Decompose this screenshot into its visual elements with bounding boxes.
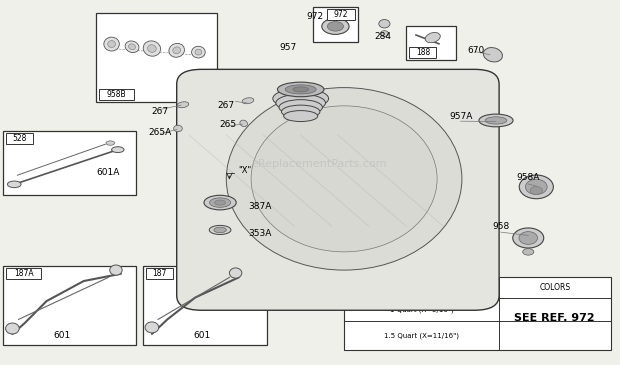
Bar bbox=[344, 277, 611, 350]
Text: 957A: 957A bbox=[449, 112, 472, 121]
Ellipse shape bbox=[273, 88, 329, 109]
Ellipse shape bbox=[108, 41, 115, 47]
Bar bbox=[143, 266, 267, 345]
Ellipse shape bbox=[125, 41, 139, 53]
Text: 1.5 Quart (X=11/16"): 1.5 Quart (X=11/16") bbox=[384, 333, 459, 339]
Ellipse shape bbox=[525, 179, 547, 195]
Ellipse shape bbox=[112, 147, 124, 153]
Text: TANK SIZE: TANK SIZE bbox=[402, 283, 441, 292]
Ellipse shape bbox=[278, 82, 324, 97]
Ellipse shape bbox=[251, 106, 437, 252]
Ellipse shape bbox=[479, 114, 513, 127]
Ellipse shape bbox=[381, 31, 388, 36]
Ellipse shape bbox=[523, 249, 534, 255]
Ellipse shape bbox=[145, 322, 159, 333]
Ellipse shape bbox=[284, 111, 318, 122]
Ellipse shape bbox=[281, 105, 320, 118]
Ellipse shape bbox=[242, 98, 254, 104]
Ellipse shape bbox=[215, 200, 226, 205]
Ellipse shape bbox=[173, 47, 180, 54]
Ellipse shape bbox=[210, 225, 231, 234]
Text: 601A: 601A bbox=[96, 168, 120, 177]
Text: 387A: 387A bbox=[248, 202, 272, 211]
Bar bbox=[6, 133, 33, 144]
Text: 267: 267 bbox=[151, 107, 169, 116]
Ellipse shape bbox=[240, 120, 247, 127]
Ellipse shape bbox=[104, 37, 119, 51]
Bar bbox=[3, 131, 136, 195]
Bar bbox=[313, 7, 358, 42]
Ellipse shape bbox=[128, 44, 136, 50]
Text: "X": "X" bbox=[239, 166, 252, 175]
Ellipse shape bbox=[6, 323, 19, 334]
Text: 670: 670 bbox=[467, 46, 485, 55]
Ellipse shape bbox=[229, 268, 242, 278]
Ellipse shape bbox=[379, 19, 390, 28]
Text: 284: 284 bbox=[374, 32, 391, 41]
Ellipse shape bbox=[226, 88, 462, 270]
Bar bbox=[406, 26, 456, 60]
Text: 265: 265 bbox=[219, 120, 237, 129]
Text: 187: 187 bbox=[152, 269, 167, 278]
Text: 958A: 958A bbox=[516, 173, 540, 182]
Text: 353A: 353A bbox=[248, 229, 272, 238]
Ellipse shape bbox=[484, 47, 502, 62]
Ellipse shape bbox=[192, 46, 205, 58]
Text: 1 Quart (X=5/16"): 1 Quart (X=5/16") bbox=[389, 306, 453, 313]
Text: 972: 972 bbox=[306, 12, 324, 21]
Text: 958: 958 bbox=[492, 222, 510, 231]
Ellipse shape bbox=[519, 231, 538, 245]
Ellipse shape bbox=[174, 125, 182, 132]
Text: COLORS: COLORS bbox=[539, 283, 570, 292]
Text: 601: 601 bbox=[53, 331, 71, 339]
Circle shape bbox=[327, 22, 343, 31]
Bar bbox=[6, 268, 41, 279]
Ellipse shape bbox=[285, 85, 316, 94]
Text: SEE REF. 972: SEE REF. 972 bbox=[515, 313, 595, 323]
Ellipse shape bbox=[210, 198, 231, 207]
Ellipse shape bbox=[279, 100, 322, 115]
Text: eReplacementParts.com: eReplacementParts.com bbox=[252, 159, 387, 169]
Bar bbox=[146, 268, 173, 279]
Bar bbox=[3, 266, 136, 345]
Ellipse shape bbox=[513, 228, 544, 248]
Bar bbox=[96, 13, 217, 102]
Ellipse shape bbox=[169, 43, 185, 57]
Ellipse shape bbox=[530, 187, 542, 195]
Ellipse shape bbox=[293, 87, 309, 92]
Ellipse shape bbox=[214, 227, 226, 233]
Ellipse shape bbox=[177, 102, 188, 108]
Ellipse shape bbox=[425, 32, 440, 43]
Ellipse shape bbox=[110, 265, 122, 275]
Bar bbox=[409, 47, 436, 58]
Ellipse shape bbox=[276, 94, 326, 112]
Ellipse shape bbox=[204, 195, 236, 210]
Ellipse shape bbox=[7, 181, 21, 188]
Ellipse shape bbox=[485, 117, 507, 124]
Text: 958B: 958B bbox=[107, 91, 126, 99]
Bar bbox=[99, 89, 134, 100]
Text: 957: 957 bbox=[279, 43, 296, 52]
Bar bbox=[327, 9, 355, 20]
Text: 265A: 265A bbox=[148, 128, 172, 137]
Text: 972: 972 bbox=[334, 10, 348, 19]
Ellipse shape bbox=[143, 41, 161, 56]
Circle shape bbox=[322, 18, 349, 34]
Text: 267: 267 bbox=[218, 101, 235, 110]
Ellipse shape bbox=[195, 49, 202, 55]
FancyBboxPatch shape bbox=[177, 69, 499, 310]
Ellipse shape bbox=[520, 175, 553, 199]
Text: 528: 528 bbox=[12, 134, 27, 143]
Text: 601: 601 bbox=[193, 331, 210, 339]
Text: 187A: 187A bbox=[14, 269, 33, 278]
Text: 188: 188 bbox=[416, 49, 430, 57]
Ellipse shape bbox=[148, 45, 156, 52]
Ellipse shape bbox=[106, 141, 115, 145]
